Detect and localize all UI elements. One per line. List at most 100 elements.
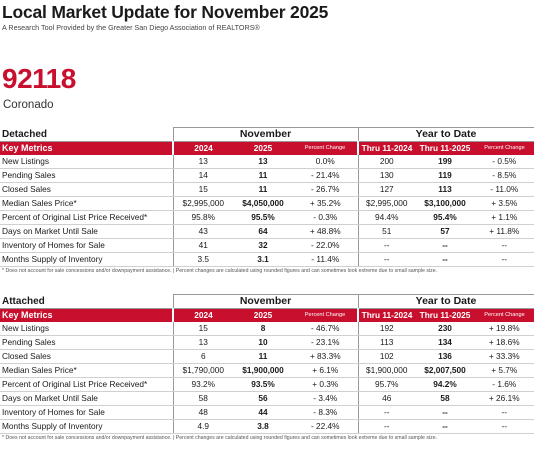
ytd-percent-change: -- <box>475 405 534 420</box>
table-row: Closed Sales 15 11- 26.7% 127 113- 11.0% <box>0 182 534 197</box>
month-2025-value: 56 <box>233 391 293 406</box>
report-header: Local Market Update for November 2025 A … <box>2 2 532 33</box>
ytd-2025-value: 113 <box>415 182 475 197</box>
ytd-period-header: Year to Date <box>357 294 534 309</box>
ytd-2025-value: 199 <box>415 155 475 169</box>
month-2024-value: $2,995,000 <box>172 196 233 211</box>
month-2025-value: 3.1 <box>233 252 293 267</box>
month-period-header: November <box>172 127 358 142</box>
table-row: Pending Sales 13 10- 23.1% 113 134 + 18.6% <box>0 335 534 350</box>
thru-2025-header: Thru 11-2025 <box>415 308 475 322</box>
month-2024-value: 41 <box>172 238 233 253</box>
month-percent-change: 0.0% <box>293 155 358 169</box>
metric-name: Median Sales Price* <box>0 196 173 211</box>
table-row: Pending Sales 14 11- 21.4% 130 119- 8.5% <box>0 168 534 183</box>
column-header-row: Key Metrics 2024 2025 Percent Change Thru 11… <box>0 141 534 155</box>
month-2025-value: $4,050,000 <box>233 196 293 211</box>
month-2024-value: 93.2% <box>172 377 233 392</box>
metric-name: Pending Sales <box>0 168 173 183</box>
ytd-2024-value: -- <box>357 252 415 267</box>
month-percent-change: - 11.4% <box>293 252 358 267</box>
ytd-2024-value: 200 <box>357 155 415 169</box>
ytd-percent-change: + 11.8% <box>475 224 534 239</box>
month-2024-value: 13 <box>172 155 233 169</box>
month-period-header: November <box>172 294 358 309</box>
month-percent-change: - 22.4% <box>293 419 358 434</box>
month-percent-change: - 22.0% <box>293 238 358 253</box>
ytd-percent-change: + 26.1% <box>475 391 534 406</box>
ytd-2024-value: $2,995,000 <box>357 196 415 211</box>
ytd-percent-change: + 18.6% <box>475 335 534 350</box>
ytd-percent-change: + 33.3% <box>475 349 534 364</box>
month-2024-value: 58 <box>172 391 233 406</box>
ytd-2025-value: 57 <box>415 224 475 239</box>
zip-code: 92118 <box>2 63 76 94</box>
report-subtitle: A Research Tool Provided by the Greater … <box>2 23 260 32</box>
ytd-percent-change-header: Percent Change <box>475 308 534 322</box>
ytd-percent-change-header: Percent Change <box>475 141 534 155</box>
month-percent-change-header: Percent Change <box>293 308 358 322</box>
ytd-2025-value: 58 <box>415 391 475 406</box>
table-row: Percent of Original List Price Received*… <box>0 210 534 225</box>
ytd-percent-change: + 19.8% <box>475 322 534 336</box>
month-2025-value: 3.8 <box>233 419 293 434</box>
year-2024-header: 2024 <box>172 141 233 155</box>
thru-2025-header: Thru 11-2025 <box>415 141 475 155</box>
month-2024-value: 95.8% <box>172 210 233 225</box>
table-row: Median Sales Price* $2,995,000 $4,050,000 +… <box>0 196 534 211</box>
month-2025-value: $1,900,000 <box>233 363 293 378</box>
month-2024-value: 48 <box>172 405 233 420</box>
metric-name: Closed Sales <box>0 182 173 197</box>
metric-name: Closed Sales <box>0 349 173 364</box>
year-2025-header: 2025 <box>233 141 293 155</box>
month-2024-value: 13 <box>172 335 233 350</box>
section-name: Detached <box>0 127 173 142</box>
metric-name: Days on Market Until Sale <box>0 391 173 406</box>
table-row: Closed Sales 6 11 + 83.3% 102 136 + 33.3% <box>0 349 534 364</box>
ytd-percent-change: - 1.6% <box>475 377 534 392</box>
ytd-2025-value: -- <box>415 252 475 267</box>
report-title: Local Market Update for November 2025 <box>2 2 329 22</box>
metrics-table: Attached November Year to Date Key Metrics 2… <box>0 294 534 434</box>
month-2025-value: 11 <box>233 168 293 183</box>
metric-name: New Listings <box>0 155 173 169</box>
table-row: Months Supply of Inventory 3.5 3.1- 11.4% -… <box>0 252 534 267</box>
table-row: Days on Market Until Sale 58 56- 3.4% 46 58 +… <box>0 391 534 406</box>
month-2024-value: 15 <box>172 182 233 197</box>
month-2024-value: 3.5 <box>172 252 233 267</box>
month-2024-value: 6 <box>172 349 233 364</box>
table-row: New Listings 15 8- 46.7% 192 230 + 19.8% <box>0 322 534 336</box>
ytd-2025-value: -- <box>415 238 475 253</box>
ytd-2025-value: $2,007,500 <box>415 363 475 378</box>
month-2024-value: $1,790,000 <box>172 363 233 378</box>
metric-name: Months Supply of Inventory <box>0 419 173 434</box>
ytd-percent-change: - 0.5% <box>475 155 534 169</box>
detached-section: Detached November Year to Date Key Metrics 2… <box>0 127 534 275</box>
month-percent-change-header: Percent Change <box>293 141 358 155</box>
month-2025-value: 11 <box>233 182 293 197</box>
metrics-table: Detached November Year to Date Key Metrics 2… <box>0 127 534 267</box>
metric-name: Inventory of Homes for Sale <box>0 238 173 253</box>
table-row: Months Supply of Inventory 4.9 3.8- 22.4% -… <box>0 419 534 434</box>
table-row: Inventory of Homes for Sale 41 32- 22.0% --… <box>0 238 534 253</box>
footnote: * Does not account for sale concessions … <box>2 435 438 441</box>
month-percent-change: - 8.3% <box>293 405 358 420</box>
ytd-2025-value: 94.2% <box>415 377 475 392</box>
table-row: Median Sales Price* $1,790,000 $1,900,000 +… <box>0 363 534 378</box>
metric-name: New Listings <box>0 322 173 336</box>
month-2025-value: 64 <box>233 224 293 239</box>
month-percent-change: + 35.2% <box>293 196 358 211</box>
month-2024-value: 15 <box>172 322 233 336</box>
ytd-2024-value: 192 <box>357 322 415 336</box>
ytd-2025-value: -- <box>415 419 475 434</box>
ytd-2024-value: 127 <box>357 182 415 197</box>
section-name: Attached <box>0 294 173 309</box>
month-percent-change: + 83.3% <box>293 349 358 364</box>
metric-name: Median Sales Price* <box>0 363 173 378</box>
month-percent-change: + 0.3% <box>293 377 358 392</box>
month-percent-change: - 3.4% <box>293 391 358 406</box>
table-row: Inventory of Homes for Sale 48 44- 8.3% -- -… <box>0 405 534 420</box>
ytd-2025-value: 136 <box>415 349 475 364</box>
ytd-percent-change: + 1.1% <box>475 210 534 225</box>
metric-name: Percent of Original List Price Received* <box>0 377 173 392</box>
